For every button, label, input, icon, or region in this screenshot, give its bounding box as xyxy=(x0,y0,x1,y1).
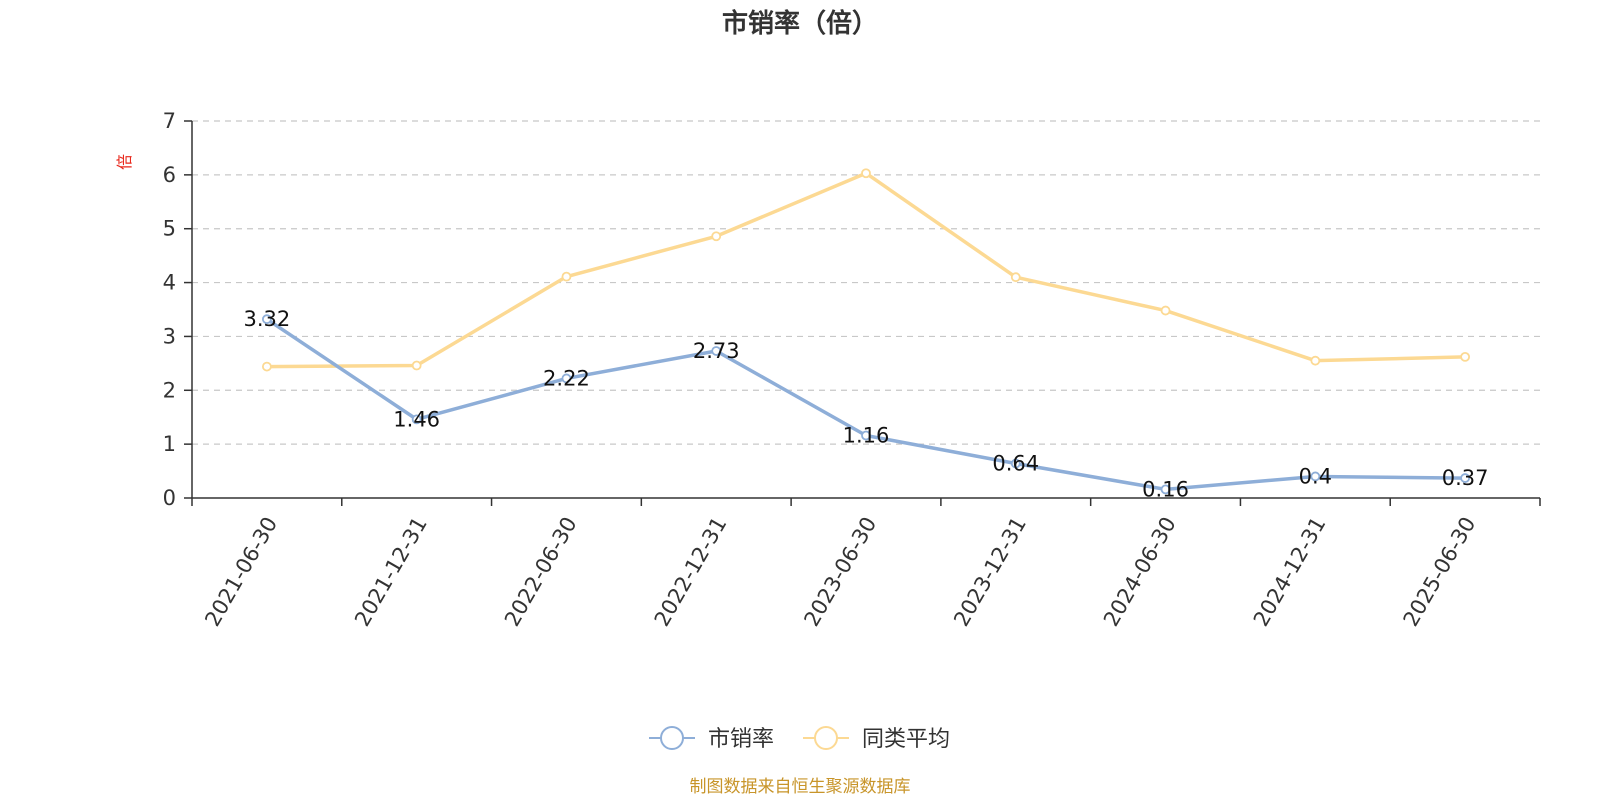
series-line-1 xyxy=(266,171,1466,369)
x-tick-label-5: 2023-12-31 xyxy=(949,513,1031,631)
y-tick-label-5: 5 xyxy=(163,217,176,241)
legend-item-0[interactable]: 市销率 xyxy=(649,726,774,752)
series-0-point-6[interactable] xyxy=(1160,484,1171,495)
x-tick-label-0: 2021-06-30 xyxy=(200,513,282,631)
x-tick-label-2: 2022-06-30 xyxy=(500,513,582,631)
data-label-5: 0.64 xyxy=(992,452,1039,476)
data-label-3: 2.73 xyxy=(693,339,740,363)
series-1-point-5[interactable] xyxy=(1010,272,1021,283)
series xyxy=(261,168,1471,495)
series-1-point-1[interactable] xyxy=(411,360,422,371)
data-label-7: 0.4 xyxy=(1299,464,1332,488)
series-line-0 xyxy=(265,317,1466,492)
x-tick-label-3: 2022-12-31 xyxy=(650,513,732,631)
series-0-point-4[interactable] xyxy=(861,430,871,441)
y-tick-label-1: 1 xyxy=(163,432,176,456)
legend-marker-1 xyxy=(814,726,838,750)
series-1-point-2[interactable] xyxy=(561,271,572,282)
series-1-point-7[interactable] xyxy=(1310,355,1321,366)
series-0-point-5[interactable] xyxy=(1010,458,1021,469)
axes: 0 1 2 3 4 5 6 7 2021-06-30 2021-12-31 2022-06-30 20… xyxy=(163,109,1541,631)
y-tick-label-7: 7 xyxy=(163,109,176,133)
legend-label-1: 同类平均 xyxy=(862,727,950,752)
y-tick-label-3: 3 xyxy=(163,324,176,348)
data-label-1: 1.46 xyxy=(393,407,440,431)
x-tick-label-1: 2021-12-31 xyxy=(350,513,432,631)
legend-label-0: 市销率 xyxy=(708,727,774,752)
series-0-point-8[interactable] xyxy=(1460,473,1471,483)
chart-title: 市销率（倍） xyxy=(722,8,878,39)
data-label-0: 3.32 xyxy=(244,307,291,331)
series-1-point-8[interactable] xyxy=(1460,351,1471,362)
x-tick-label-7: 2024-12-31 xyxy=(1249,513,1331,631)
series-0-point-1[interactable] xyxy=(411,414,422,425)
x-tick-label-6: 2024-06-30 xyxy=(1099,513,1181,631)
y-tick-label-2: 2 xyxy=(163,378,176,402)
series-0-point-7[interactable] xyxy=(1310,471,1321,482)
series-0-point-0[interactable] xyxy=(261,314,272,325)
series-1-point-6[interactable] xyxy=(1160,305,1171,316)
legend[interactable]: 市销率 同类平均 xyxy=(649,726,950,752)
series-0-point-3[interactable] xyxy=(711,346,722,356)
data-labels: 3.32 1.46 2.22 2.73 1.16 0.64 0.16 0.4 0.37 xyxy=(244,307,1489,501)
y-axis-unit-label: 倍 xyxy=(115,154,134,170)
data-label-2: 2.22 xyxy=(543,366,590,390)
series-0-point-2[interactable] xyxy=(561,373,572,384)
y-tick-label-4: 4 xyxy=(163,271,176,295)
x-tick-label-4: 2023-06-30 xyxy=(799,513,881,631)
legend-marker-0 xyxy=(660,726,684,750)
series-1-point-4[interactable] xyxy=(861,168,871,179)
y-tick-label-0: 0 xyxy=(163,486,176,510)
data-label-6: 0.16 xyxy=(1142,477,1189,501)
x-tick-label-8: 2025-06-30 xyxy=(1399,513,1481,631)
legend-item-1[interactable]: 同类平均 xyxy=(803,726,950,752)
y-tick-label-6: 6 xyxy=(163,163,176,187)
data-source-note: 制图数据来自恒生聚源数据库 xyxy=(690,777,911,797)
data-label-4: 1.16 xyxy=(843,424,890,448)
series-1-point-3[interactable] xyxy=(711,231,722,242)
series-1-point-0[interactable] xyxy=(261,361,272,372)
data-label-8: 0.37 xyxy=(1442,466,1489,490)
